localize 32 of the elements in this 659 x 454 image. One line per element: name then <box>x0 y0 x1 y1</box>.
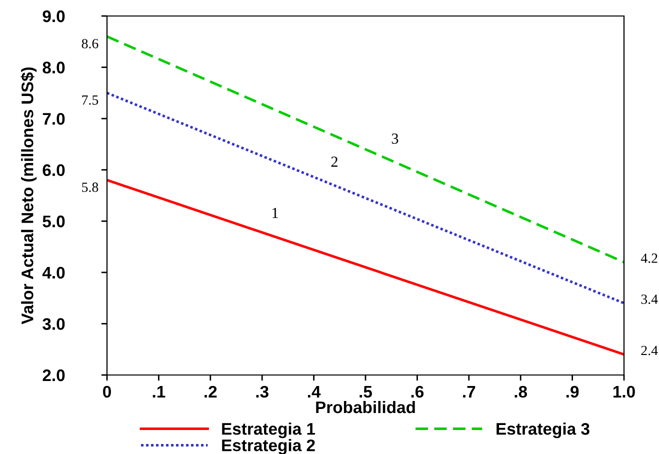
x-tick-label: .3 <box>256 386 268 398</box>
data-label: 4.2 <box>640 254 658 263</box>
x-tick-label: .2 <box>204 386 217 398</box>
annotation: 2 <box>331 156 338 167</box>
y-tick-label: 9.0 <box>42 10 65 22</box>
x-tick-label: .8 <box>514 386 528 398</box>
x-axis-title: Probabilidad <box>316 400 415 414</box>
x-tick-label: 0 <box>103 386 111 398</box>
data-label: 5.8 <box>82 182 98 192</box>
data-label: 3.4 <box>641 294 658 304</box>
x-tick-label: .5 <box>360 386 372 398</box>
annotation: 1 <box>272 208 278 218</box>
y-tick-label: 8.0 <box>42 62 65 74</box>
y-tick-label: 4.0 <box>42 266 65 279</box>
x-tick-label: .4 <box>308 386 321 398</box>
y-tick-label: 3.0 <box>42 318 65 330</box>
y-axis-title: Valor Actual Neto (millones US$) <box>20 67 37 324</box>
y-tick-label: 7.0 <box>42 112 65 125</box>
legend-label: Estrategia 3 <box>496 422 590 438</box>
y-tick-label: 2.0 <box>42 369 65 382</box>
data-label: 7.5 <box>82 96 98 105</box>
annotation: 3 <box>392 134 398 144</box>
x-tick-label: 1.0 <box>613 386 635 398</box>
x-tick-label: .6 <box>411 386 424 398</box>
y-tick-label: 6.0 <box>42 164 65 176</box>
x-tick-label: .7 <box>463 386 476 398</box>
data-label: 2.4 <box>641 346 658 356</box>
x-tick-label: .9 <box>566 386 579 398</box>
y-tick-label: 5.0 <box>42 216 65 228</box>
data-label: 8.6 <box>82 38 98 48</box>
x-tick-label: .1 <box>152 386 166 398</box>
legend-label: Estrategia 1 <box>222 422 316 438</box>
